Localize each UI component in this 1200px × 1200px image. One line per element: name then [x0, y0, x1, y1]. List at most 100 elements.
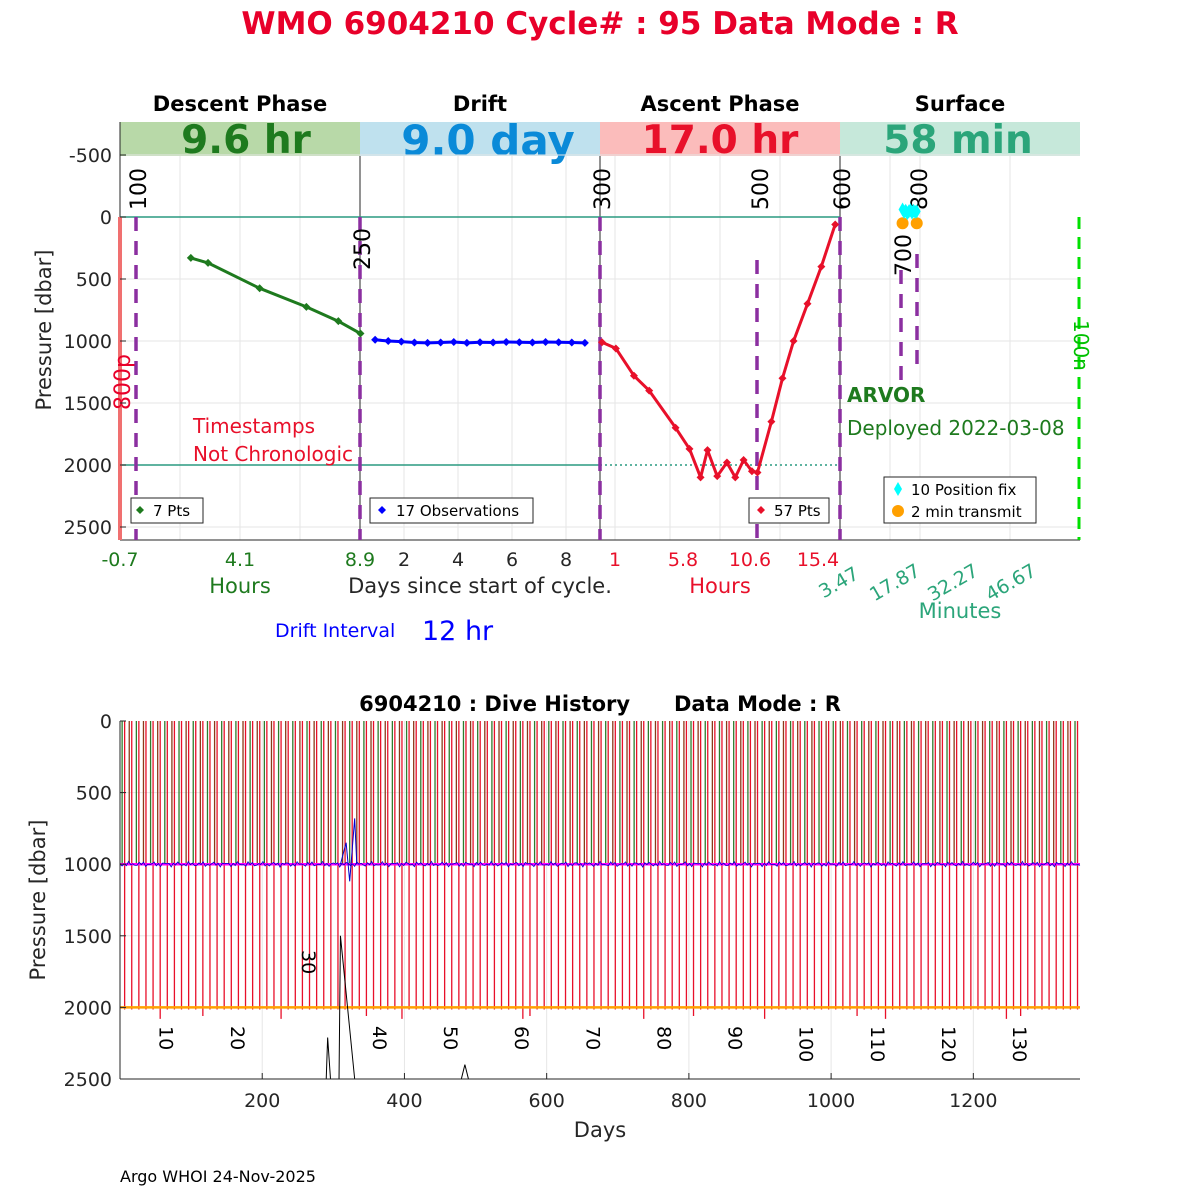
bottom-y-tick-label: 2000: [64, 997, 112, 1019]
drift-point: [502, 337, 511, 346]
ascent-x-tick-label: 10.6: [729, 549, 771, 571]
ascent-point: [598, 338, 606, 347]
drift-point: [384, 337, 393, 345]
descent-duration: 9.6 hr: [181, 118, 311, 163]
drift-x-label: Days since start of cycle.: [348, 574, 612, 598]
transmit-point: [896, 217, 909, 230]
ascent-legend-marker: [757, 506, 765, 514]
top-yticks: -500 0 500 1000 1500 2000 2500: [64, 145, 126, 539]
descent-duration-box: [120, 122, 360, 156]
descent-line: [190, 256, 362, 335]
cycle-label: 100: [795, 1026, 817, 1062]
drift-pressure-spike: [339, 818, 358, 882]
marker-800-label: 800: [908, 168, 933, 210]
bottom-xticks: 200 400 600 800 1000 1200: [244, 1073, 998, 1112]
ascent-point: [753, 468, 762, 477]
cycle-label: 10: [155, 1026, 177, 1050]
drift-point: [449, 337, 458, 346]
bottom-y-tick-label: 0: [100, 711, 112, 733]
ascent-point: [685, 444, 694, 453]
drift-point: [462, 338, 471, 347]
ascent-point: [696, 473, 705, 482]
ascent-line: [601, 223, 837, 479]
ascent-point: [803, 299, 812, 308]
cycle-label: 110: [866, 1026, 888, 1062]
drift-interval-value: 12 hr: [422, 616, 494, 647]
drift-point: [515, 338, 524, 347]
position-fix-legend-text: 10 Position fix: [911, 481, 1016, 499]
bottom-x-tick-label: 400: [386, 1090, 422, 1112]
ascent-point: [703, 446, 712, 455]
ascent-point: [831, 220, 840, 229]
drift-header: Drift: [453, 92, 507, 116]
descent-legend: 7 Pts: [130, 497, 204, 524]
warning-line-1: Timestamps: [192, 414, 315, 438]
bottom-data: [119, 721, 1081, 1080]
drift-x-tick-label: 6: [506, 549, 518, 571]
drift-point: [528, 338, 537, 347]
descent-point: [204, 258, 213, 267]
top-y-tick-label: 1500: [64, 393, 112, 415]
bottom-x-axis-label: Days: [574, 1118, 626, 1142]
ascent-point: [817, 262, 826, 271]
marker-600-label: 600: [831, 168, 856, 210]
bottom-y-axis-label: Pressure [dbar]: [26, 820, 50, 981]
top-y-tick-label: 2500: [64, 517, 112, 539]
bottom-depth-trace: [325, 935, 469, 1080]
bottom-y-tick-label: 2500: [64, 1069, 112, 1091]
cycle-label: 120: [937, 1026, 959, 1062]
transmit-legend-text: 2 min transmit: [911, 503, 1022, 521]
bottom-x-tick-label: 200: [244, 1090, 280, 1112]
ascent-point: [611, 344, 620, 353]
drift-point: [580, 338, 589, 347]
marker-500-label: 500: [749, 168, 774, 210]
bottom-x-tick-label: 600: [529, 1090, 565, 1112]
descent-point: [302, 302, 311, 311]
drift-point: [397, 337, 406, 346]
drift-point: [489, 338, 498, 347]
marker-700-label: 700: [892, 234, 917, 276]
drift-pressure-trace: [119, 860, 1081, 868]
right-side-label: 100n: [1069, 320, 1093, 371]
marker-250-label: 250: [351, 228, 376, 270]
drift-point: [410, 338, 419, 347]
ascent-x-label: Hours: [689, 574, 751, 598]
cycle-label: 90: [724, 1026, 746, 1050]
drift-x-tick-label: 2: [398, 549, 410, 571]
top-data: [186, 202, 923, 482]
cycle-label: 20: [226, 1026, 248, 1050]
descent-point: [255, 284, 264, 293]
ascent-legend-text: 57 Pts: [774, 502, 821, 520]
bottom-y-tick-label: 1000: [64, 854, 112, 876]
ascent-point: [731, 473, 740, 482]
descent-x-tick-label: 8.9: [345, 549, 375, 571]
ascent-point: [713, 472, 722, 481]
descent-x-tick-label: -0.7: [101, 549, 138, 571]
cycle-label: 60: [510, 1026, 532, 1050]
descent-point: [356, 329, 365, 338]
descent-legend-marker: [136, 506, 144, 514]
ascent-point: [767, 417, 776, 426]
bottom-x-tick-label: 1200: [949, 1090, 997, 1112]
ascent-point: [747, 467, 756, 476]
bottom-y-tick-label: 500: [76, 783, 112, 805]
drift-point: [476, 338, 484, 347]
drift-duration: 9.0 day: [401, 116, 575, 165]
deployed-date: Deployed 2022-03-08: [847, 416, 1065, 440]
descent-point: [186, 253, 195, 262]
drift-interval-label: Drift Interval: [275, 620, 395, 642]
drift-legend-marker: [378, 506, 386, 514]
ascent-x-tick-label: 15.4: [797, 549, 839, 571]
drift-point: [423, 338, 432, 347]
ascent-duration-box: [600, 122, 840, 156]
bottom-x-tick-label: 800: [671, 1090, 707, 1112]
top-y-axis-label: Pressure [dbar]: [32, 250, 56, 411]
bottom-title: 6904210 : Dive History Data Mode : R: [359, 692, 841, 716]
ascent-point: [671, 423, 680, 432]
ascent-x-tick-label: 1: [609, 549, 621, 571]
surface-x-label: Minutes: [919, 599, 1002, 623]
cycle-label: 30: [297, 950, 319, 974]
drift-x-tick-label: 8: [560, 549, 572, 571]
ascent-point: [778, 374, 787, 383]
